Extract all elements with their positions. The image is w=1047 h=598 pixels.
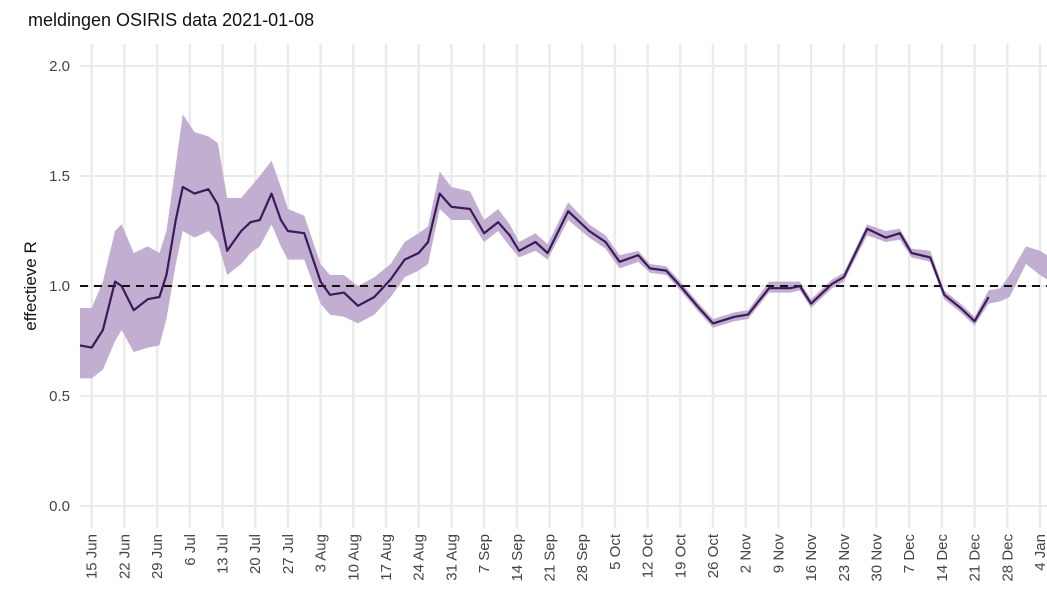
x-tick-label: 2 Nov: [738, 534, 755, 574]
x-tick-label: 23 Nov: [836, 534, 853, 582]
x-tick-label: 21 Dec: [967, 534, 984, 582]
y-tick-label: 2.0: [49, 58, 70, 75]
x-tick-label: 3 Aug: [313, 534, 330, 572]
y-tick-label: 1.0: [49, 278, 70, 295]
x-tick-label: 22 Jun: [116, 534, 133, 579]
y-tick-label: 1.5: [49, 168, 70, 185]
x-tick-label: 9 Nov: [770, 534, 787, 574]
x-tick-label: 17 Aug: [378, 534, 395, 581]
x-tick-label: 28 Sep: [574, 534, 591, 582]
x-tick-label: 24 Aug: [411, 534, 428, 581]
x-tick-label: 10 Aug: [345, 534, 362, 581]
x-tick-label: 14 Dec: [934, 534, 951, 582]
x-tick-label: 15 Jun: [84, 534, 101, 579]
y-axis-label: effectieve R: [21, 241, 40, 330]
x-tick-label: 29 Jun: [149, 534, 166, 579]
x-tick-label: 13 Jul: [214, 534, 231, 574]
x-tick-label: 31 Aug: [443, 534, 460, 581]
y-tick-label: 0.0: [49, 498, 70, 515]
x-tick-label: 7 Sep: [476, 534, 493, 573]
x-tick-label: 28 Dec: [999, 534, 1016, 582]
x-tick-label: 20 Jul: [247, 534, 264, 574]
x-tick-label: 12 Oct: [640, 533, 657, 578]
y-tick-label: 0.5: [49, 388, 70, 405]
confidence-band: [80, 114, 1047, 379]
x-tick-label: 7 Dec: [901, 534, 918, 574]
line: [79, 185, 990, 349]
x-tick-label: 27 Jul: [280, 534, 297, 574]
x-tick-label: 14 Sep: [509, 534, 526, 582]
x-tick-label: 5 Oct: [607, 533, 624, 570]
x-tick-label: 16 Nov: [803, 534, 820, 582]
x-tick-label: 6 Jul: [182, 534, 199, 566]
x-tick-label: 30 Nov: [868, 534, 885, 582]
x-tick-label: 4 Jan: [1032, 534, 1047, 571]
x-tick-label: 19 Oct: [672, 533, 689, 578]
x-tick-label: 21 Sep: [541, 534, 558, 582]
x-tick-label: 26 Oct: [705, 533, 722, 578]
chart-title: meldingen OSIRIS data 2021-01-08: [28, 10, 314, 30]
